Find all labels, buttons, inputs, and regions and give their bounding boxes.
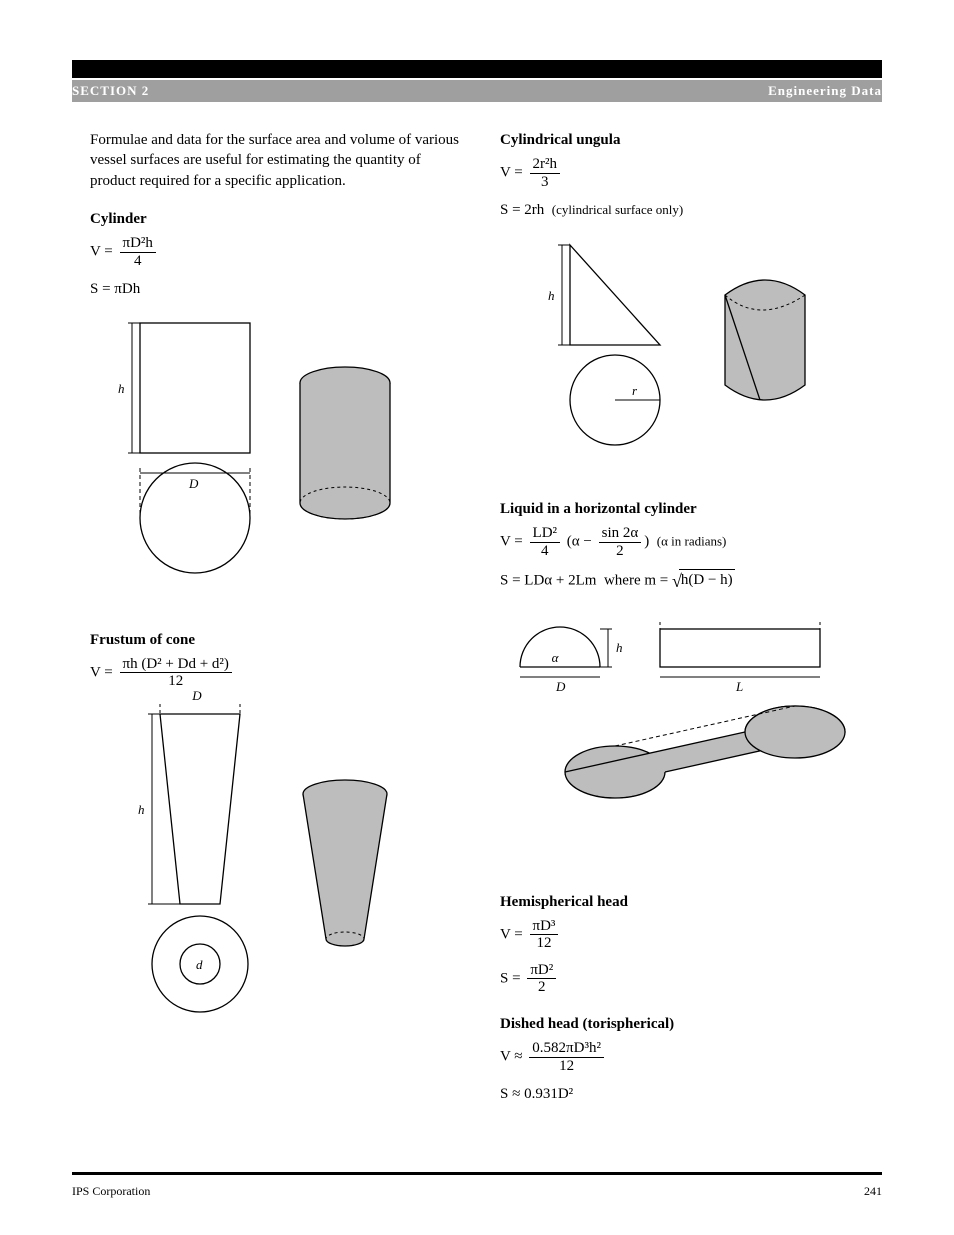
dished-surface-formula: S ≈ 0.931D² [500,1084,880,1104]
ungula-volume-formula: V = 2r²h3 [500,156,880,190]
frustum-volume-formula: V = πh (D² + Dd + d²)12 [90,656,470,690]
cylinder-title: Cylinder [90,209,470,229]
header-grey-bar [72,80,882,102]
frustum-diagram: h D d [90,704,410,1024]
ungula-diagram: h r [500,235,840,475]
svg-text:h: h [138,802,145,817]
svg-text:d: d [196,957,203,972]
svg-text:h: h [616,640,623,655]
svg-text:L: L [735,679,743,694]
svg-text:α: α [552,650,560,665]
hemi-surface-formula: S = πD²2 [500,962,880,996]
svg-text:h: h [548,288,555,303]
frustum-title: Frustum of cone [90,630,470,650]
cylinder-diagram: h D [90,313,410,593]
hemi-title: Hemispherical head [500,892,880,912]
svg-text:D: D [188,476,199,491]
dished-volume-formula: V ≈ 0.582πD³h²12 [500,1040,880,1074]
intro-paragraph: Formulae and data for the surface area a… [90,130,470,191]
ungula-title: Cylindrical ungula [500,130,880,150]
footer-rule [72,1172,882,1175]
hcyl-diagram: h α D L [500,607,870,867]
hcyl-surface-formula: S = LDα + 2Lm where m = √h(D − h) [500,569,880,593]
dished-title: Dished head (torispherical) [500,1014,880,1034]
svg-text:D: D [191,688,202,703]
cylinder-volume-formula: V = πD²h4 [90,235,470,269]
svg-text:r: r [632,383,638,398]
header-section-label: SECTION 2 [72,83,149,99]
header-black-bar [72,60,882,78]
hcyl-volume-formula: V = LD²4 (α − sin 2α2) (α in radians) [500,525,880,559]
header-section-title: Engineering Data [768,83,882,99]
hcyl-title: Liquid in a horizontal cylinder [500,499,880,519]
svg-text:D: D [555,679,566,694]
footer-right: 241 [864,1184,882,1199]
hemi-volume-formula: V = πD³12 [500,918,880,952]
ungula-surface-formula: S = 2rh (cylindrical surface only) [500,200,880,220]
footer-left: IPS Corporation [72,1184,150,1199]
cylinder-surface-formula: S = πDh [90,279,470,299]
svg-text:h: h [118,381,125,396]
